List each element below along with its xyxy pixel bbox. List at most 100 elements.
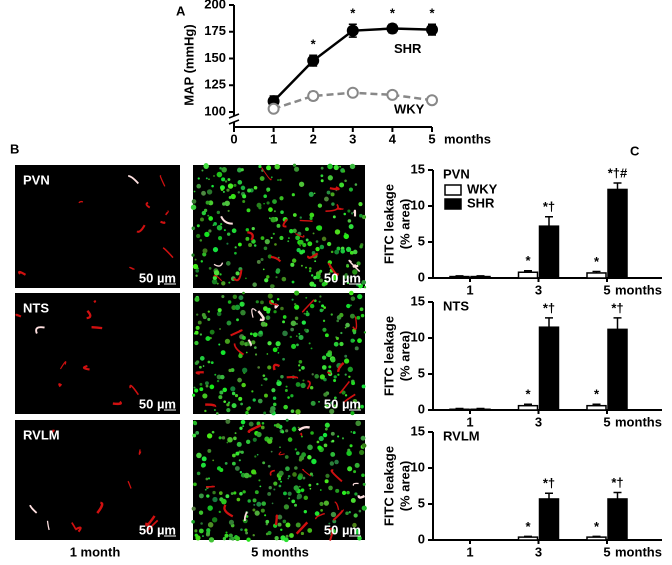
- fluorescence: [323, 306, 326, 309]
- fluorescence: [308, 483, 312, 487]
- panel-title: NTS: [443, 298, 469, 313]
- fluorescence: [321, 236, 327, 242]
- fluorescence: [256, 501, 262, 507]
- fluorescence: [285, 429, 289, 433]
- vessel: [274, 514, 279, 526]
- significance-mark: *†: [611, 300, 623, 315]
- x-tick-label: 1: [270, 131, 277, 146]
- scale-bar-label: 50 µm: [139, 522, 176, 537]
- fluorescence: [254, 510, 260, 516]
- vessel: [339, 380, 350, 394]
- fluorescence: [336, 319, 340, 323]
- fluorescence: [350, 304, 352, 307]
- error-bar: [524, 270, 532, 273]
- fluorescence: [196, 183, 202, 189]
- x-tick-label: 5: [428, 131, 435, 146]
- fluorescence: [222, 536, 227, 541]
- fluorescence: [285, 522, 291, 528]
- fluorescence: [282, 320, 286, 324]
- fluorescence: [315, 240, 319, 243]
- fluorescence: [253, 185, 258, 190]
- fluorescence: [310, 347, 313, 350]
- fluorescence: [238, 450, 242, 454]
- fluorescence: [295, 322, 298, 325]
- fluorescence: [245, 515, 249, 518]
- fluorescence: [283, 404, 288, 410]
- fluorescence: [314, 511, 320, 516]
- fluorescence: [196, 313, 199, 316]
- vessel: [268, 299, 278, 306]
- fluorescence: [346, 281, 350, 285]
- significance-mark: *: [525, 387, 531, 402]
- fluorescence: [265, 522, 269, 526]
- fluorescence: [205, 177, 208, 180]
- vessel: [353, 209, 357, 217]
- fluorescence: [325, 473, 330, 478]
- x-tick-label: 2: [310, 131, 317, 146]
- fluorescence: [287, 240, 290, 243]
- panel-label: B: [10, 141, 19, 156]
- fluorescence: [210, 361, 214, 365]
- fluorescence: [246, 208, 251, 213]
- fluorescence: [266, 316, 270, 320]
- y-axis-label: FITC leakage: [381, 184, 396, 264]
- fluorescence: [311, 474, 314, 477]
- fluorescence: [222, 190, 225, 193]
- fluorescence: [293, 166, 300, 172]
- error-bar: [592, 403, 601, 406]
- fluorescence: [362, 482, 366, 486]
- fluorescence: [204, 231, 210, 238]
- fluorescence: [309, 212, 315, 218]
- fluorescence: [324, 404, 329, 409]
- y-tick-label: 15: [411, 423, 425, 438]
- fluorescence: [298, 485, 301, 488]
- fluorescence: [207, 360, 211, 364]
- y-axis-label: FITC leakage: [381, 446, 396, 526]
- fluorescence: [208, 178, 210, 181]
- fluorescence: [233, 183, 237, 187]
- fluorescence: [252, 437, 257, 442]
- fluorescence: [248, 474, 252, 478]
- significance-mark: *†: [543, 199, 555, 214]
- fluorescence: [222, 387, 228, 393]
- fluorescence: [311, 458, 317, 465]
- fluorescence: [300, 531, 304, 536]
- fluorescence: [330, 511, 337, 518]
- fluorescence: [251, 340, 256, 345]
- fluorescence: [290, 262, 295, 267]
- vessel: [162, 247, 174, 259]
- fluorescence: [271, 502, 274, 505]
- fluorescence: [328, 522, 331, 525]
- fluorescence: [227, 300, 232, 304]
- fluorescence: [349, 444, 353, 448]
- fluorescence: [260, 425, 265, 430]
- fluorescence: [226, 403, 230, 407]
- micrograph: 50 µm: [191, 418, 367, 543]
- fluorescence: [228, 281, 231, 284]
- fluorescence: [359, 307, 364, 312]
- fluorescence: [228, 195, 232, 199]
- vessel: [93, 300, 97, 303]
- fluorescence: [266, 353, 269, 355]
- fluorescence: [339, 182, 345, 188]
- fluorescence: [280, 374, 284, 379]
- fluorescence: [270, 236, 273, 240]
- fluorescence: [221, 498, 227, 505]
- vessel: [71, 522, 77, 530]
- fluorescence: [231, 228, 237, 234]
- fluorescence: [363, 331, 366, 334]
- fluorescence: [289, 533, 294, 538]
- fluorescence: [217, 236, 223, 241]
- fluorescence: [282, 357, 285, 361]
- fluorescence: [353, 470, 357, 474]
- fluorescence: [294, 466, 298, 470]
- fluorescence: [227, 401, 231, 404]
- fluorescence: [346, 303, 351, 309]
- fluorescence: [225, 419, 231, 424]
- fluorescence: [345, 511, 349, 515]
- fluorescence: [248, 421, 254, 427]
- fluorescence: [212, 496, 218, 503]
- fluorescence: [277, 522, 282, 527]
- vessel: [129, 384, 140, 396]
- fluorescence: [319, 374, 325, 380]
